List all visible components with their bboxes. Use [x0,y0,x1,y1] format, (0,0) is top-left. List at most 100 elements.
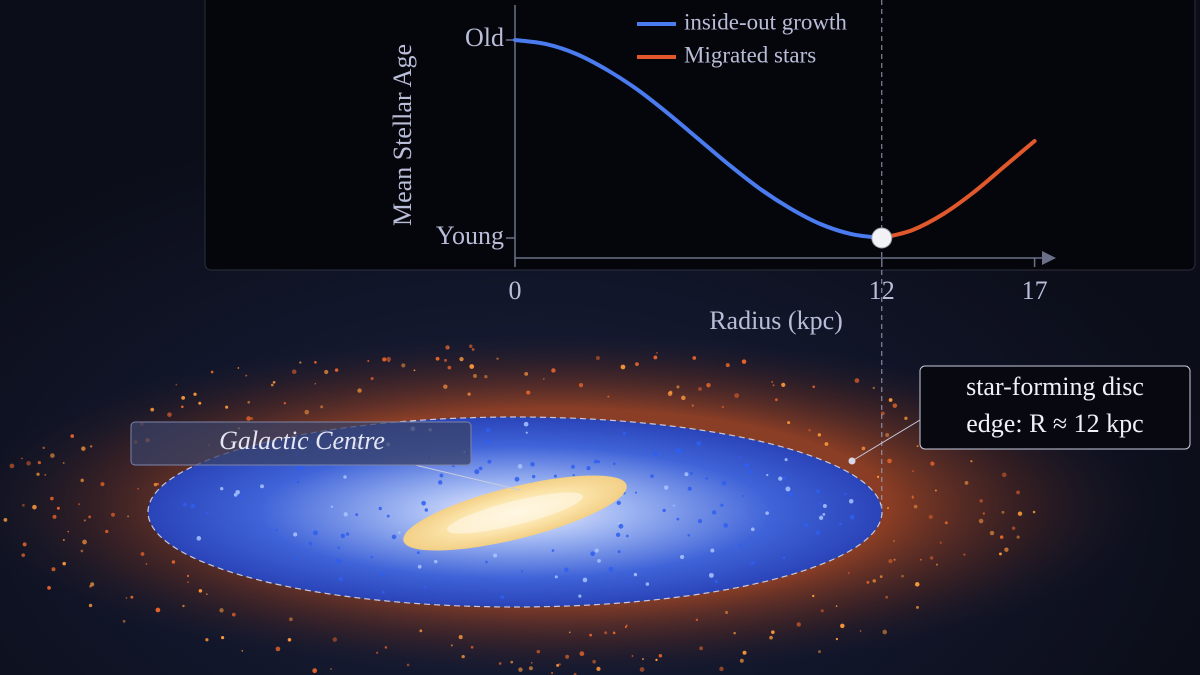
star [413,369,416,372]
bulge-core [447,492,583,534]
series-line [879,138,1037,240]
star [444,358,448,362]
star [225,405,229,409]
star [689,471,693,475]
star [989,530,995,536]
star [524,371,529,376]
star [595,356,600,361]
chart-panel [204,0,1196,271]
star [725,610,729,615]
star [681,395,686,401]
star [872,386,876,390]
star [848,498,854,504]
star [260,484,264,489]
disc-label: star-forming disc [966,372,1144,401]
star [145,563,148,565]
star [911,496,915,499]
star [1016,490,1020,495]
star [467,392,471,396]
star [597,460,601,464]
star [238,494,243,499]
star [586,465,591,471]
star [198,401,202,405]
star [876,475,880,478]
x-tick-label: 0 [509,276,522,305]
star [782,556,786,560]
star [824,442,829,446]
star [340,533,346,539]
star [496,357,499,360]
star [706,382,711,388]
star [447,365,452,370]
star [692,356,697,360]
star [105,529,109,534]
star [627,580,630,583]
centre-label: Galactic Centre [219,426,385,455]
star [386,514,390,518]
star [83,519,86,522]
star [445,345,450,350]
star [308,541,313,546]
star [912,470,914,472]
star [536,649,541,654]
star [750,560,755,566]
star [618,523,624,529]
star [272,381,276,384]
star [439,473,444,478]
star [299,361,302,364]
star [1032,510,1036,514]
star [525,431,528,434]
star [766,473,769,477]
star [572,473,575,477]
star [551,549,555,552]
star [100,482,105,487]
star [155,607,161,613]
star [518,667,523,672]
star [882,629,888,635]
star [1011,526,1016,530]
star [514,476,520,482]
star [406,663,410,667]
star [378,506,382,511]
star [332,637,338,642]
star [861,446,866,451]
star [662,508,666,513]
star [840,623,845,629]
star [1001,472,1007,478]
star [617,521,621,525]
star [338,576,343,582]
star [296,480,300,484]
star [723,523,729,528]
star [635,362,639,366]
star [775,398,778,402]
star [276,539,279,542]
star [658,653,663,658]
star [872,579,877,583]
star [820,609,824,613]
star [297,465,303,471]
star [739,456,742,459]
star [517,464,523,469]
star [930,461,935,466]
star [241,649,244,652]
star [625,624,628,627]
star [190,503,195,509]
star [710,548,715,553]
star [380,572,385,577]
star [130,595,134,599]
star [21,457,23,460]
star [469,344,473,348]
star [275,646,281,652]
star [608,566,614,572]
star [815,530,820,535]
star [80,549,84,553]
star [617,550,621,554]
star [370,555,374,559]
star [401,363,406,368]
star [579,651,585,657]
star [245,374,248,377]
star [835,637,839,641]
star [206,593,208,595]
star [498,662,502,665]
star [818,650,821,654]
